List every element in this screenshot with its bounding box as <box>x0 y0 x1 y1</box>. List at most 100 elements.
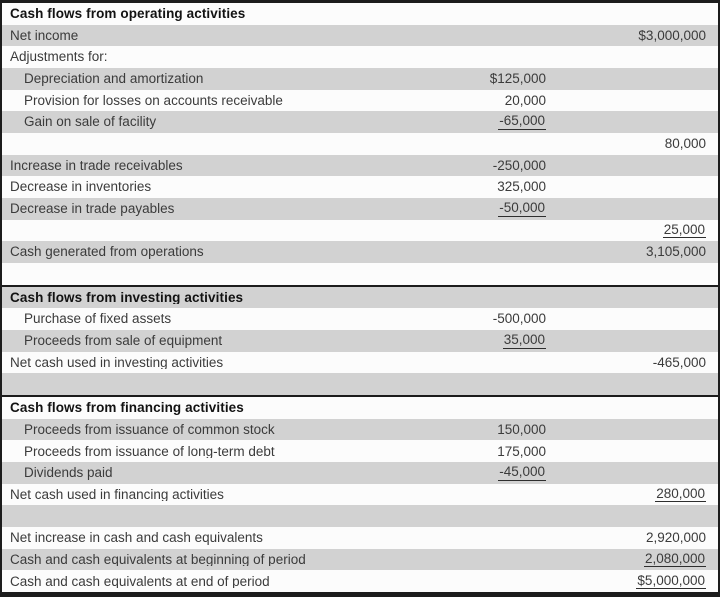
table-row: Net increase in cash and cash equivalent… <box>2 527 718 549</box>
row-amount-total <box>546 445 718 459</box>
row-amount-mid: 150,000 <box>396 423 546 437</box>
row-amount-total <box>546 312 718 326</box>
table-row: Gain on sale of facility -65,000 <box>2 111 718 134</box>
row-amount-total <box>546 267 718 281</box>
row-amount-total <box>546 334 718 348</box>
table-row: Cash flows from investing activities <box>2 284 718 309</box>
row-amount-total <box>546 72 718 86</box>
row-label: Cash flows from operating activities <box>10 7 246 21</box>
row-label: Adjustments for: <box>10 50 108 64</box>
table-row <box>2 373 718 396</box>
amount-total-value: 25,000 <box>662 221 706 239</box>
row-amount-total <box>546 291 718 305</box>
row-amount-mid <box>396 7 546 21</box>
row-amount-total <box>546 202 718 216</box>
row-amount-total: $3,000,000 <box>546 29 718 43</box>
row-amount-mid <box>396 245 546 259</box>
row-amount-total: 80,000 <box>546 137 718 151</box>
table-row: Proceeds from issuance of long-term debt… <box>2 440 718 463</box>
amount-mid-value: -500,000 <box>492 311 546 327</box>
row-amount-total <box>546 401 718 415</box>
amount-total-value: 2,080,000 <box>643 550 706 568</box>
table-row: Net cash used in financing activities 28… <box>2 483 718 506</box>
table-row: 25,000 <box>2 219 718 242</box>
table-row: Cash flows from operating activities <box>2 3 718 25</box>
row-label: Net income <box>10 28 79 43</box>
row-amount-total <box>546 180 718 194</box>
table-row: Dividends paid -45,000 <box>2 462 718 484</box>
row-amount-total: 280,000 <box>546 487 718 503</box>
amount-mid-value: 20,000 <box>504 92 546 108</box>
row-label: Increase in trade receivables <box>10 158 183 173</box>
row-label: Proceeds from issuance of long-term debt <box>24 444 275 459</box>
row-amount-mid: -500,000 <box>396 312 546 326</box>
amount-mid-value: -50,000 <box>498 200 546 217</box>
row-label: Net cash used in financing activities <box>10 487 224 502</box>
table-row: Provision for losses on accounts receiva… <box>2 89 718 112</box>
amount-total-value: $3,000,000 <box>638 27 706 43</box>
row-label: Depreciation and amortization <box>24 72 204 86</box>
row-label: Cash flows from investing activities <box>10 290 244 305</box>
row-label: Cash and cash equivalents at beginning o… <box>10 552 306 567</box>
table-row: 80,000 <box>2 133 718 155</box>
row-amount-mid: -250,000 <box>396 159 546 173</box>
table-row <box>2 263 718 285</box>
row-amount-mid: 175,000 <box>396 445 546 459</box>
row-amount-mid <box>396 29 546 43</box>
table-row: Cash flows from financing activities <box>2 395 718 419</box>
row-amount-total <box>546 423 718 437</box>
amount-total-value: 2,920,000 <box>645 530 706 546</box>
table-row: Adjustments for: <box>2 46 718 69</box>
row-amount-total: 2,080,000 <box>546 552 718 568</box>
row-label: Cash flows from financing activities <box>10 401 244 415</box>
row-label: Dividends paid <box>24 466 113 480</box>
row-amount-mid <box>396 575 546 589</box>
row-amount-mid <box>396 531 546 545</box>
amount-total-value: -465,000 <box>652 354 706 370</box>
row-amount-mid <box>396 553 546 567</box>
table-row: Decrease in trade payables -50,000 <box>2 198 718 220</box>
row-amount-mid <box>396 356 546 370</box>
row-label: Proceeds from issuance of common stock <box>24 422 275 437</box>
row-label: Proceeds from sale of equipment <box>24 334 223 348</box>
row-amount-mid <box>396 267 546 281</box>
row-amount-total: 25,000 <box>546 223 718 239</box>
row-label: Cash generated from operations <box>10 245 204 259</box>
amount-mid-value: 35,000 <box>502 332 546 349</box>
amount-total-value: 80,000 <box>664 136 706 152</box>
row-amount-total: 3,105,000 <box>546 245 718 259</box>
row-amount-total <box>546 159 718 173</box>
row-amount-total <box>546 510 718 524</box>
amount-mid-value: 325,000 <box>497 179 546 195</box>
amount-mid-value: -250,000 <box>492 157 546 173</box>
row-amount-mid: 20,000 <box>396 94 546 108</box>
row-amount-mid <box>396 488 546 502</box>
row-amount-mid: 35,000 <box>396 333 546 349</box>
table-row: Net cash used in investing activities -4… <box>2 351 718 374</box>
row-amount-total <box>546 94 718 108</box>
row-label: Net increase in cash and cash equivalent… <box>10 531 263 545</box>
row-amount-mid <box>396 50 546 64</box>
row-label: Net cash used in investing activities <box>10 355 224 370</box>
row-label: Decrease in trade payables <box>10 202 175 216</box>
table-row: Decrease in inventories 325,000 <box>2 176 718 199</box>
table-row: Cash and cash equivalents at end of peri… <box>2 570 718 592</box>
table-row <box>2 505 718 528</box>
row-amount-total <box>546 50 718 64</box>
amount-mid-value: -65,000 <box>498 113 546 130</box>
table-row: Cash and cash equivalents at beginning o… <box>2 548 718 571</box>
table-row: Proceeds from sale of equipment 35,000 <box>2 330 718 352</box>
table-row: Purchase of fixed assets -500,000 <box>2 308 718 331</box>
row-label: Provision for losses on accounts receiva… <box>24 93 283 108</box>
row-label: Decrease in inventories <box>10 180 152 194</box>
row-amount-total: $5,000,000 <box>546 574 718 590</box>
row-amount-mid <box>396 224 546 238</box>
amount-mid-value: $125,000 <box>489 71 546 87</box>
row-amount-total <box>546 115 718 129</box>
row-amount-mid <box>396 137 546 151</box>
row-amount-total: -465,000 <box>546 356 718 370</box>
row-label: Purchase of fixed assets <box>24 312 172 326</box>
amount-mid-value: 150,000 <box>497 421 546 437</box>
row-label: Gain on sale of facility <box>24 115 157 129</box>
